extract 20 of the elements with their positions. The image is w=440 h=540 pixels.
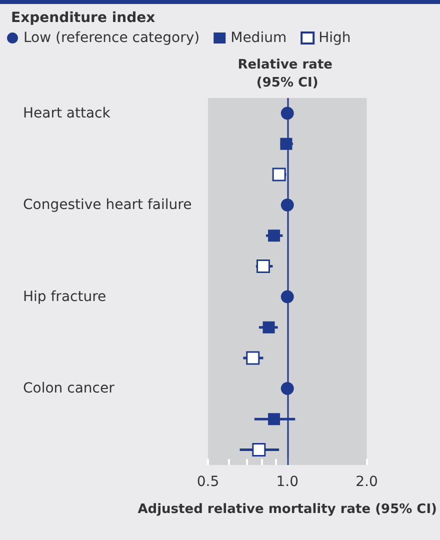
point	[252, 442, 266, 456]
x-axis-title: Adjusted relative mortality rate (95% CI)	[138, 502, 438, 517]
point	[262, 321, 275, 334]
point	[268, 230, 280, 242]
y-tick-label: Colon cancer	[23, 380, 115, 397]
ref-line-label: Relative rate (95% CI)	[238, 58, 338, 90]
x-tick-label: 0.5	[196, 474, 220, 490]
legend-label: Low (reference category)	[24, 30, 200, 46]
y-tick-label: Hip fracture	[23, 288, 106, 305]
y-tick-label: Heart attack	[23, 105, 112, 122]
point	[256, 259, 270, 273]
x-tick-label: 1.0	[276, 474, 298, 490]
point	[268, 413, 280, 426]
legend-label: High	[318, 30, 351, 46]
y-tick-label: Congestive heart failure	[23, 197, 192, 214]
x-tick-label: 2.0	[356, 474, 378, 490]
point	[246, 351, 260, 365]
legend-label: Medium	[230, 30, 287, 46]
legend-title: Expenditure index	[11, 10, 156, 26]
point	[272, 168, 286, 182]
